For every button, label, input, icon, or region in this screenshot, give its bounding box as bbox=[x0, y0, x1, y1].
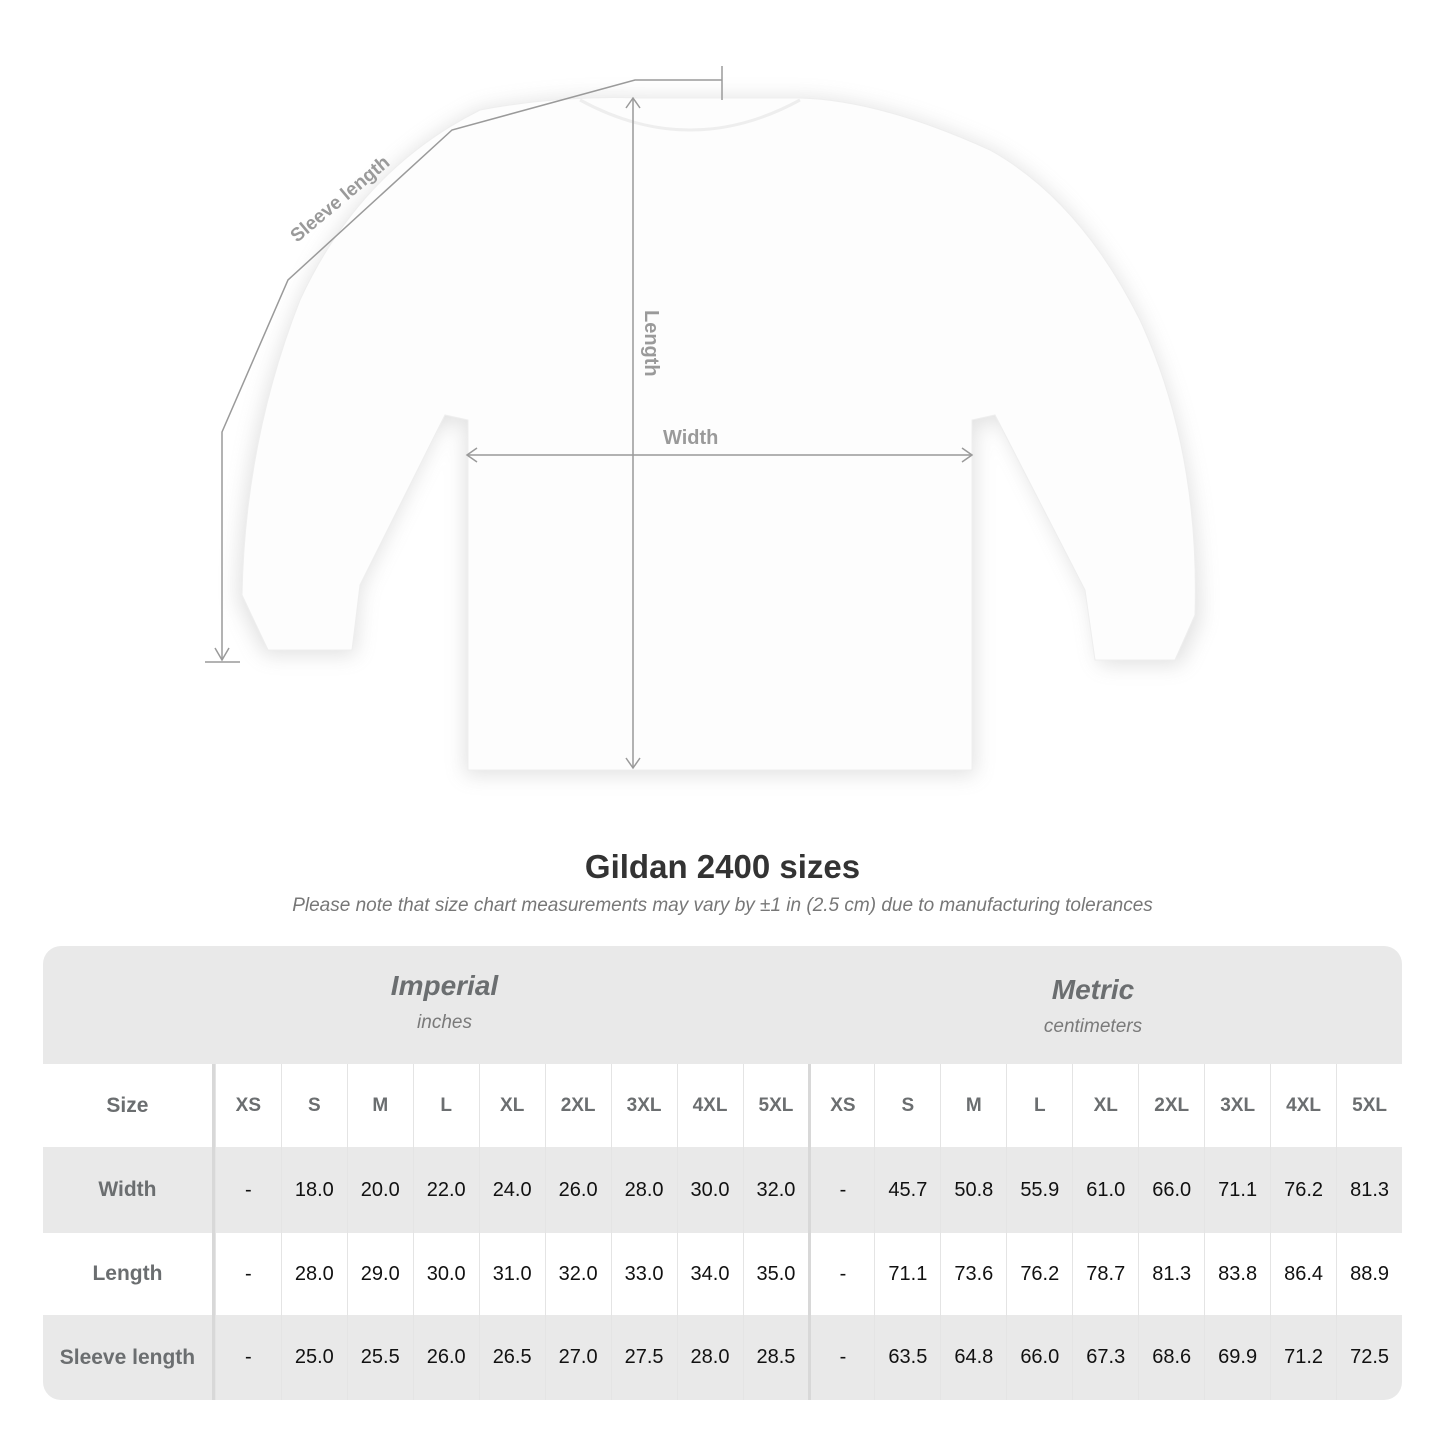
size-header-cell: 4XL bbox=[1270, 1064, 1336, 1147]
metric-cell: 76.2 bbox=[1006, 1233, 1072, 1315]
imperial-cell: 28.0 bbox=[610, 1147, 677, 1233]
row-label: Sleeve length bbox=[43, 1315, 215, 1400]
imperial-cell: 18.0 bbox=[280, 1147, 347, 1233]
metric-cell: - bbox=[808, 1233, 874, 1315]
metric-cell: 81.3 bbox=[1336, 1147, 1402, 1233]
metric-cell: 72.5 bbox=[1336, 1315, 1402, 1400]
imperial-cell: 34.0 bbox=[676, 1233, 743, 1315]
metric-cell: 66.0 bbox=[1138, 1147, 1204, 1233]
metric-cell: 71.1 bbox=[1204, 1147, 1270, 1233]
units-header: Imperial inches Metric centimeters bbox=[43, 946, 1402, 1064]
size-header-cell: XL bbox=[1072, 1064, 1138, 1147]
size-header-cell: 5XL bbox=[1336, 1064, 1402, 1147]
metric-cell: 86.4 bbox=[1270, 1233, 1336, 1315]
metric-cell: 61.0 bbox=[1072, 1147, 1138, 1233]
metric-cell: 64.8 bbox=[940, 1315, 1006, 1400]
imperial-unit: inches bbox=[417, 1012, 472, 1033]
size-header-cell: M bbox=[346, 1064, 413, 1147]
size-header-cell: XL bbox=[478, 1064, 545, 1147]
size-table: Imperial inches Metric centimeters Size X… bbox=[43, 946, 1402, 1400]
metric-cell: 73.6 bbox=[940, 1233, 1006, 1315]
metric-cell: 55.9 bbox=[1006, 1147, 1072, 1233]
size-header-row: Size XS S M L XL 2XL 3XL 4XL 5XL XS S M L XL 2XL 3XL 4XL 5… bbox=[43, 1064, 1402, 1147]
size-header-cell: L bbox=[1006, 1064, 1072, 1147]
measure-lines bbox=[205, 66, 974, 770]
imperial-cell: 28.5 bbox=[742, 1315, 809, 1400]
imperial-cell: 26.0 bbox=[412, 1315, 479, 1400]
metric-cell: 67.3 bbox=[1072, 1315, 1138, 1400]
imperial-cell: 20.0 bbox=[346, 1147, 413, 1233]
size-header-cell: S bbox=[280, 1064, 347, 1147]
size-header-cell: 5XL bbox=[742, 1064, 809, 1147]
size-header-cell: 2XL bbox=[544, 1064, 611, 1147]
metric-cell: 71.2 bbox=[1270, 1315, 1336, 1400]
length-label: Length bbox=[640, 310, 662, 377]
imperial-cell: - bbox=[214, 1233, 281, 1315]
table-row: Sleeve length -25.0 25.5 26.0 26.5 27.0 27.5 28… bbox=[43, 1315, 1402, 1400]
size-header-cell: 4XL bbox=[676, 1064, 743, 1147]
imperial-cell: 29.0 bbox=[346, 1233, 413, 1315]
row-label: Length bbox=[43, 1233, 215, 1315]
metric-cell: 76.2 bbox=[1270, 1147, 1336, 1233]
metric-cell: 69.9 bbox=[1204, 1315, 1270, 1400]
shirt-diagram: Sleeve length Length Width bbox=[205, 66, 1200, 775]
size-header-cell: XS bbox=[214, 1064, 281, 1147]
metric-cell: 88.9 bbox=[1336, 1233, 1402, 1315]
imperial-cell: 25.0 bbox=[280, 1315, 347, 1400]
metric-cell: 45.7 bbox=[874, 1147, 940, 1233]
imperial-cell: 30.0 bbox=[676, 1147, 743, 1233]
metric-cell: 50.8 bbox=[940, 1147, 1006, 1233]
imperial-cell: 27.0 bbox=[544, 1315, 611, 1400]
sleeve-length-line bbox=[221, 79, 722, 660]
size-header-cell: L bbox=[412, 1064, 479, 1147]
imperial-cell: 30.0 bbox=[412, 1233, 479, 1315]
imperial-cell: 26.0 bbox=[544, 1147, 611, 1233]
size-header-cell: S bbox=[874, 1064, 940, 1147]
imperial-cell: - bbox=[214, 1315, 281, 1400]
size-header-cell: M bbox=[940, 1064, 1006, 1147]
size-header-cell: 2XL bbox=[1138, 1064, 1204, 1147]
imperial-header: Imperial inches bbox=[215, 970, 674, 1034]
metric-cell: 71.1 bbox=[874, 1233, 940, 1315]
metric-cell: 78.7 bbox=[1072, 1233, 1138, 1315]
imperial-cell: - bbox=[214, 1147, 281, 1233]
imperial-cell: 32.0 bbox=[742, 1147, 809, 1233]
imperial-cell: 28.0 bbox=[676, 1315, 743, 1400]
metric-cell: 68.6 bbox=[1138, 1315, 1204, 1400]
tolerance-note: Please note that size chart measurements… bbox=[292, 895, 1153, 916]
chart-title: Gildan 2400 sizes bbox=[584, 848, 861, 885]
collar bbox=[579, 98, 801, 132]
imperial-cell: 24.0 bbox=[478, 1147, 545, 1233]
imperial-name: Imperial bbox=[390, 970, 499, 1001]
size-header-cell: 3XL bbox=[1204, 1064, 1270, 1147]
metric-name: Metric bbox=[1051, 974, 1135, 1005]
row-label: Width bbox=[43, 1147, 215, 1233]
metric-cell: 83.8 bbox=[1204, 1233, 1270, 1315]
size-header-cell: 3XL bbox=[610, 1064, 677, 1147]
imperial-cell: 22.0 bbox=[412, 1147, 479, 1233]
imperial-cell: 27.5 bbox=[610, 1315, 677, 1400]
imperial-cell: 32.0 bbox=[544, 1233, 611, 1315]
metric-cell: 81.3 bbox=[1138, 1233, 1204, 1315]
table-row: Width -18.0 20.0 22.0 24.0 26.0 28.0 30.0 32.0-4… bbox=[43, 1147, 1402, 1233]
imperial-cell: 31.0 bbox=[478, 1233, 545, 1315]
table-row: Length -28.0 29.0 30.0 31.0 32.0 33.0 34.0 35.0-… bbox=[43, 1233, 1402, 1315]
metric-header: Metric centimeters bbox=[809, 974, 1377, 1038]
metric-unit: centimeters bbox=[1043, 1016, 1143, 1037]
metric-cell: 63.5 bbox=[874, 1315, 940, 1400]
width-label: Width bbox=[663, 427, 718, 449]
metric-cell: - bbox=[808, 1147, 874, 1233]
shirt-body bbox=[241, 97, 1196, 771]
imperial-cell: 33.0 bbox=[610, 1233, 677, 1315]
size-header-cell: XS bbox=[808, 1064, 874, 1147]
imperial-cell: 28.0 bbox=[280, 1233, 347, 1315]
imperial-cell: 35.0 bbox=[742, 1233, 809, 1315]
metric-cell: 66.0 bbox=[1006, 1315, 1072, 1400]
metric-cell: - bbox=[808, 1315, 874, 1400]
imperial-cell: 25.5 bbox=[346, 1315, 413, 1400]
imperial-cell: 26.5 bbox=[478, 1315, 545, 1400]
row-label: Size bbox=[43, 1064, 215, 1147]
